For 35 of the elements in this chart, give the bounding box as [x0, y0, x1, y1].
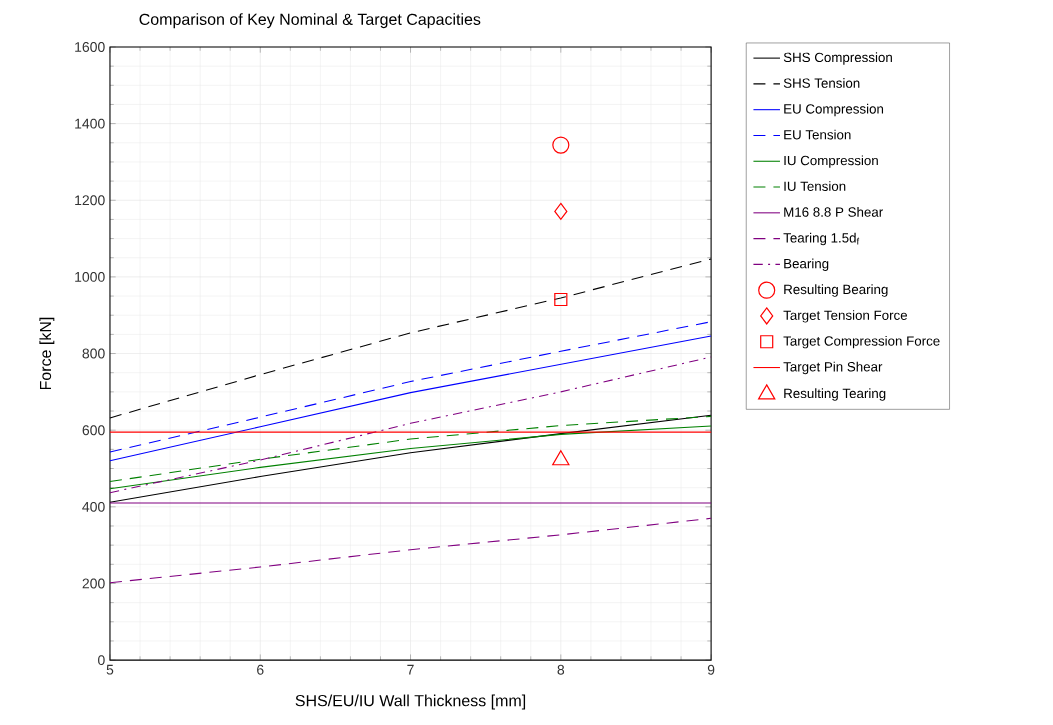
- y-tick-label: 1600: [75, 41, 105, 52]
- y-tick-label: 200: [82, 578, 105, 589]
- line-series: [109, 517, 712, 584]
- y-tick-label: 1200: [75, 195, 105, 206]
- chart-title: Comparison of Key Nominal & Target Capacities: [139, 13, 481, 29]
- x-tick-label: 9: [707, 664, 715, 675]
- legend-label: M16 8.8 P Shear: [784, 206, 883, 217]
- y-tick-label: 800: [82, 348, 105, 359]
- legend-label: SHS Tension: [783, 78, 860, 88]
- legend-label: Target Tension Force: [783, 310, 908, 323]
- y-axis-title: Force [kN]: [39, 317, 55, 390]
- x-tick-label: 5: [106, 664, 114, 675]
- line-series: [109, 356, 712, 494]
- x-tick-label: 8: [557, 664, 565, 675]
- legend-label: Target Compression Force: [783, 335, 940, 349]
- y-tick-label: 0: [98, 655, 105, 666]
- x-tick-label: 6: [257, 664, 264, 675]
- y-tick-label: 1000: [75, 271, 105, 282]
- line-series: [109, 415, 712, 483]
- x-tick-label: 7: [407, 664, 414, 675]
- legend-label: Bearing: [784, 258, 829, 271]
- legend-label: SHS Compression: [783, 52, 892, 65]
- x-axis-title: SHS/EU/IU Wall Thickness [mm]: [295, 694, 526, 710]
- legend-label: IU Tension: [784, 181, 846, 191]
- legend-label: Target Pin Shear: [783, 361, 883, 375]
- y-tick-label: 1400: [75, 118, 105, 129]
- legend-label: IU Compression: [784, 155, 878, 168]
- y-tick-label: 600: [82, 425, 105, 436]
- legend-label: EU Compression: [784, 103, 884, 117]
- y-tick-label: 400: [82, 501, 105, 512]
- legend-label: Tearing 1.5d$_{f}$: [783, 232, 860, 246]
- legend-label: Resulting Bearing: [784, 284, 888, 297]
- line-series: [109, 425, 712, 490]
- legend-label: Resulting Tearing: [784, 388, 886, 401]
- legend-label: EU Tension: [784, 129, 851, 140]
